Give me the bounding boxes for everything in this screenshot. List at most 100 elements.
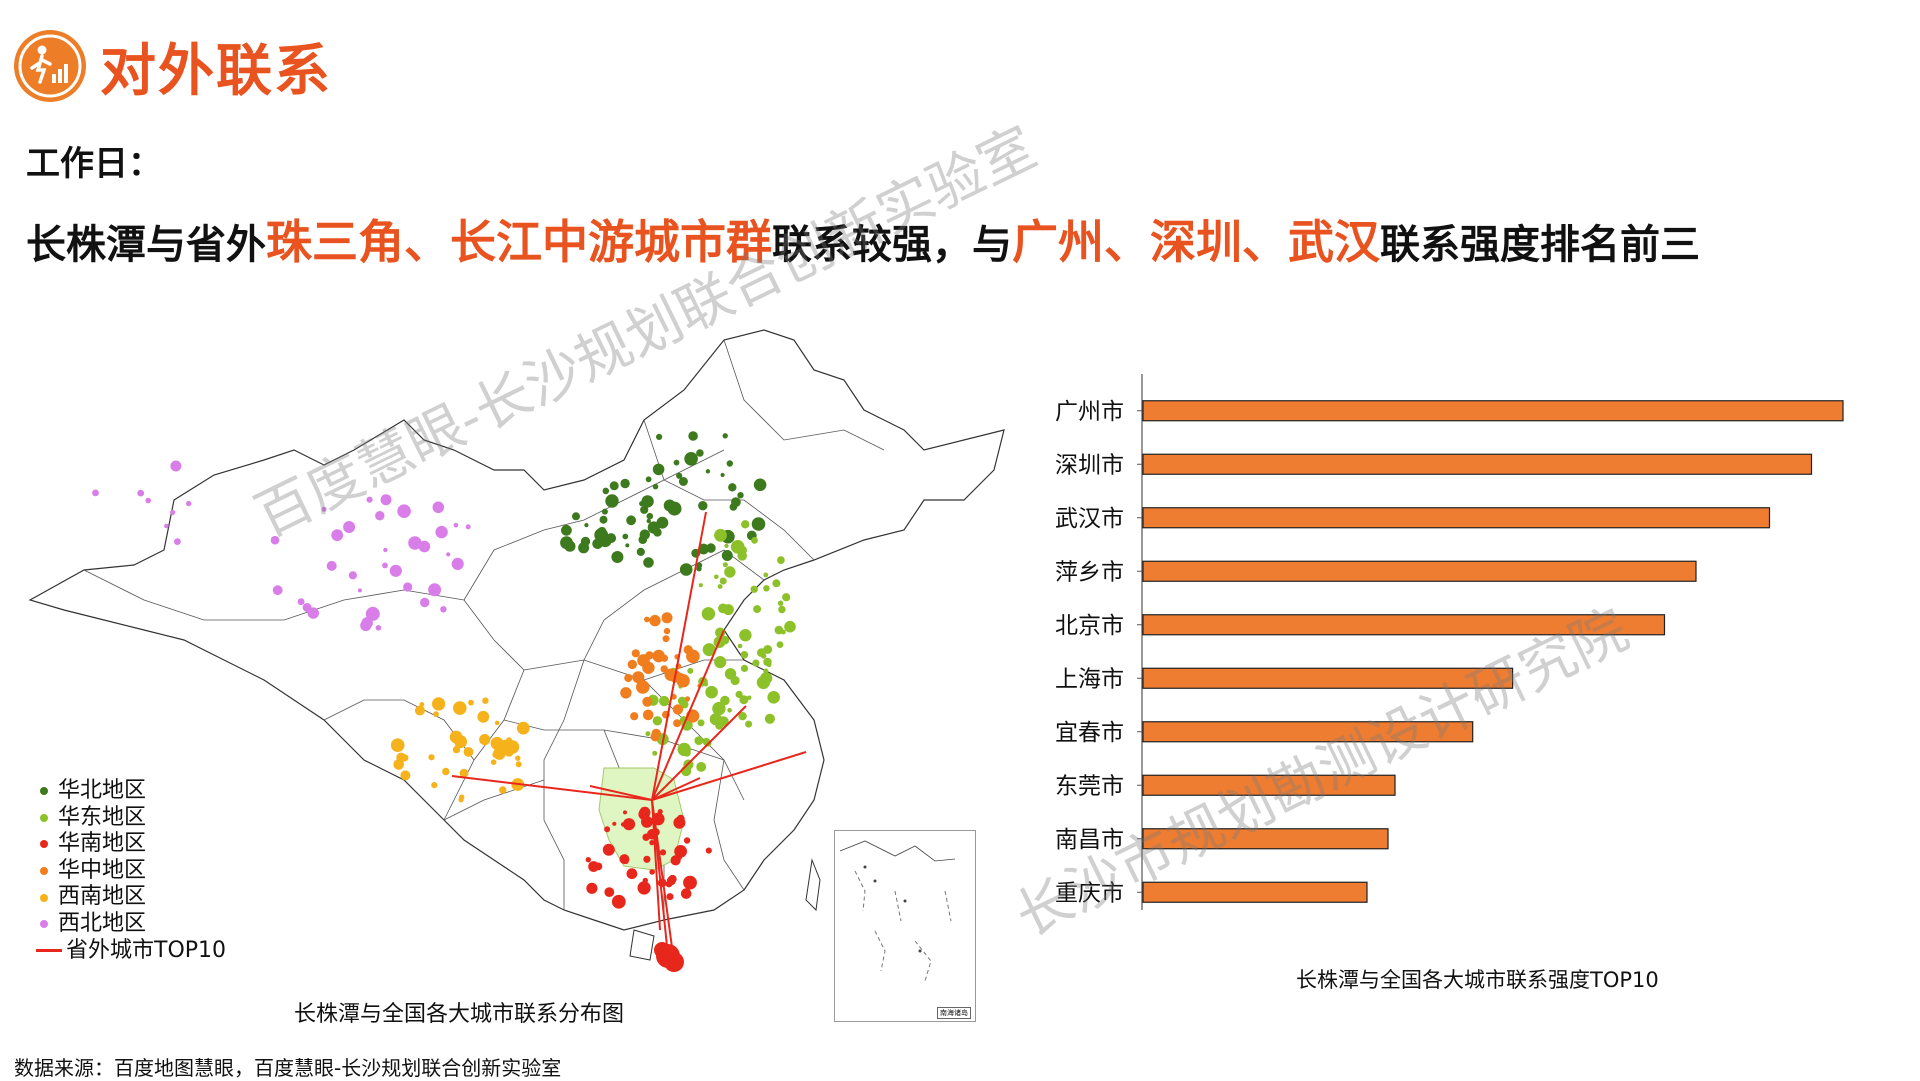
city-dot bbox=[408, 536, 422, 550]
city-dot bbox=[393, 759, 405, 770]
city-dot bbox=[696, 762, 707, 772]
city-dot bbox=[642, 661, 655, 674]
top10-lines-layer bbox=[451, 511, 807, 963]
city-dot bbox=[321, 506, 327, 512]
city-dot bbox=[668, 874, 677, 884]
city-dot bbox=[622, 533, 629, 540]
city-dot bbox=[620, 478, 630, 489]
city-dot bbox=[705, 847, 712, 854]
category-label: 武汉市 bbox=[1055, 506, 1124, 532]
city-dot bbox=[652, 716, 663, 726]
city-dot bbox=[640, 680, 646, 685]
city-dot bbox=[432, 501, 445, 514]
bar bbox=[1142, 774, 1396, 796]
legend-item-south: 华南地区 bbox=[36, 831, 226, 858]
legend-label: 西南地区 bbox=[58, 884, 147, 910]
city-dot bbox=[720, 695, 730, 706]
top10-connection-line bbox=[451, 775, 653, 801]
city-dot bbox=[739, 629, 752, 642]
legend-line bbox=[36, 949, 62, 953]
city-dot bbox=[490, 759, 497, 765]
city-dot bbox=[697, 719, 705, 727]
city-dot bbox=[649, 869, 655, 875]
city-dot bbox=[433, 711, 439, 717]
city-dot bbox=[493, 747, 506, 760]
city-dot bbox=[752, 659, 760, 667]
city-dot bbox=[661, 612, 673, 624]
city-dot bbox=[639, 806, 651, 818]
city-dot bbox=[649, 614, 661, 627]
city-dot bbox=[698, 583, 703, 588]
city-dot bbox=[477, 710, 490, 723]
city-dot bbox=[740, 651, 749, 659]
city-dot bbox=[673, 816, 686, 829]
south-china-sea-inset: 南海诸岛 bbox=[834, 830, 976, 1022]
city-dot bbox=[652, 750, 658, 756]
city-dot bbox=[637, 881, 651, 895]
city-dot bbox=[642, 709, 654, 721]
city-dot bbox=[390, 738, 405, 752]
city-dots-layer bbox=[92, 431, 796, 972]
city-dot bbox=[728, 483, 737, 492]
city-dot bbox=[714, 574, 719, 580]
city-dot bbox=[641, 495, 654, 508]
city-dot bbox=[753, 478, 767, 492]
inset-label: 南海诸岛 bbox=[937, 1007, 971, 1019]
city-dot bbox=[414, 705, 425, 716]
map-caption: 长株潭与全国各大城市联系分布图 bbox=[294, 1002, 625, 1027]
city-dot bbox=[720, 472, 725, 478]
city-dot bbox=[331, 529, 344, 542]
city-dot bbox=[676, 472, 683, 479]
legend-label: 华南地区 bbox=[58, 831, 147, 857]
city-dot bbox=[659, 849, 667, 856]
category-label: 重庆市 bbox=[1055, 880, 1124, 906]
city-dot bbox=[741, 520, 750, 529]
city-dot bbox=[174, 538, 181, 545]
city-dot bbox=[602, 843, 615, 856]
city-dot bbox=[756, 675, 771, 690]
city-dot bbox=[644, 616, 650, 623]
city-dot bbox=[737, 643, 743, 649]
city-dot bbox=[642, 877, 648, 884]
city-dot bbox=[164, 523, 169, 529]
workday-label: 工作日： bbox=[26, 144, 162, 184]
city-dot bbox=[719, 577, 727, 585]
city-dot bbox=[626, 515, 636, 526]
city-dot bbox=[763, 668, 769, 674]
bar bbox=[1142, 614, 1666, 636]
city-dot bbox=[694, 736, 704, 745]
city-dot bbox=[453, 701, 467, 715]
headline-text-1: 长株潭与省外 bbox=[26, 222, 266, 268]
city-dot bbox=[686, 649, 700, 664]
city-dot bbox=[636, 680, 650, 694]
city-dot bbox=[482, 697, 489, 704]
city-dot bbox=[659, 695, 670, 707]
city-dot bbox=[747, 695, 752, 700]
city-dot bbox=[270, 535, 280, 545]
city-dot bbox=[561, 524, 572, 536]
city-dot bbox=[727, 708, 732, 713]
category-label: 上海市 bbox=[1055, 666, 1124, 692]
headline-highlight-1: 珠三角、长江中游城市群 bbox=[266, 215, 772, 269]
bar bbox=[1142, 881, 1368, 903]
city-dot bbox=[585, 857, 591, 863]
bar bbox=[1142, 560, 1697, 582]
city-dot bbox=[724, 543, 729, 548]
city-dot bbox=[604, 826, 611, 833]
city-dot bbox=[459, 768, 469, 778]
city-dot bbox=[767, 691, 780, 704]
city-dot bbox=[494, 720, 500, 726]
city-dot bbox=[632, 671, 645, 684]
city-dot bbox=[360, 619, 372, 632]
city-dot bbox=[631, 649, 640, 658]
city-dot bbox=[782, 593, 791, 602]
city-dot bbox=[137, 489, 145, 497]
headline: 长株潭与省外珠三角、长江中游城市群联系较强，与广州、深圳、武汉联系强度排名前三 bbox=[26, 206, 1700, 272]
city-dot bbox=[642, 696, 653, 707]
city-dot bbox=[375, 625, 382, 631]
city-dot bbox=[678, 672, 684, 678]
bar bbox=[1142, 721, 1474, 743]
city-dot bbox=[382, 562, 388, 569]
city-dot bbox=[761, 653, 767, 659]
